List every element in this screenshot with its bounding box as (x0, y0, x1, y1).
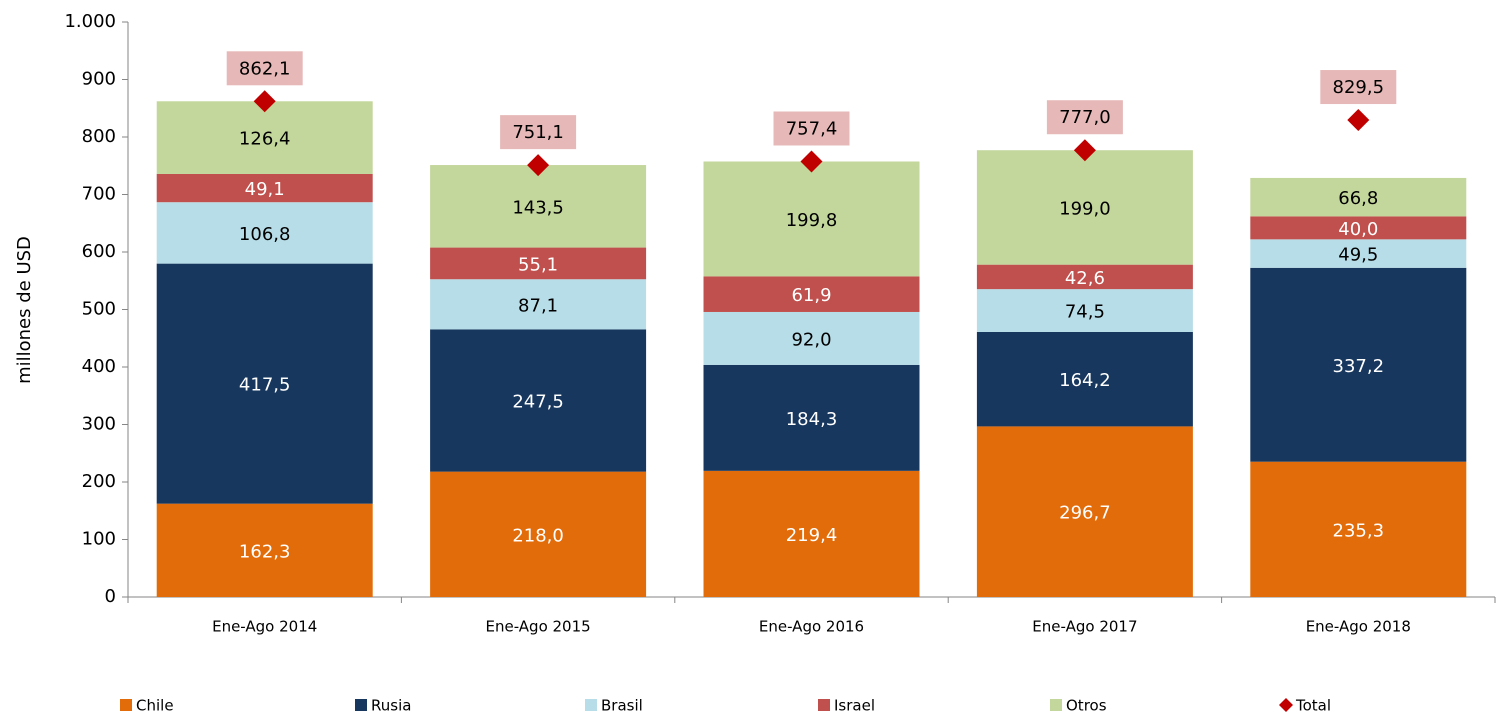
total-label: 829,5 (1333, 77, 1385, 98)
total-marker (253, 90, 276, 113)
bar-segment (703, 311, 920, 365)
bar-segment (156, 202, 373, 264)
bar-segment (703, 161, 920, 277)
bar-segment (156, 173, 373, 203)
legend-swatch (1050, 699, 1062, 711)
data-label: 42,6 (1065, 268, 1105, 289)
total-label-box (226, 51, 303, 86)
legend-label: Brasil (601, 697, 643, 715)
legend-label: Chile (136, 697, 174, 715)
bar-segment (430, 165, 647, 248)
data-label: 219,4 (786, 525, 838, 546)
legend-swatch (818, 699, 830, 711)
bar-segment (156, 101, 373, 174)
y-tick-label: 0 (105, 586, 116, 607)
y-tick-label: 500 (82, 299, 116, 320)
total-label-box (1320, 70, 1397, 105)
bar-segment (976, 331, 1193, 427)
y-tick-label: 400 (82, 356, 116, 377)
data-label: 235,3 (1333, 520, 1385, 541)
bar-segment (430, 329, 647, 472)
legend-marker (1279, 698, 1293, 712)
total-label: 862,1 (239, 58, 291, 79)
total-label: 751,1 (512, 122, 564, 143)
bar-segment (703, 364, 920, 471)
total-label-box (500, 115, 577, 150)
bar-segment (156, 263, 373, 504)
legend-label: Israel (834, 697, 875, 715)
data-label: 55,1 (518, 254, 558, 275)
bar-segment (1250, 216, 1467, 240)
total-marker (800, 150, 823, 173)
bar-segment (703, 470, 920, 597)
bar-segment (976, 264, 1193, 290)
bar-segment (430, 279, 647, 330)
data-label: 40,0 (1338, 219, 1378, 240)
bar-segment (1250, 239, 1467, 268)
data-label: 417,5 (239, 375, 291, 396)
bar-segment (976, 426, 1193, 597)
bar-segment (1250, 267, 1467, 462)
bar-segment (703, 276, 920, 312)
data-label: 296,7 (1059, 503, 1111, 524)
x-tick-label: Ene-Ago 2018 (1306, 618, 1411, 636)
total-label: 777,0 (1059, 107, 1111, 128)
total-label-box (773, 111, 850, 146)
data-label: 218,0 (512, 525, 564, 546)
y-tick-label: 800 (82, 126, 116, 147)
data-label: 126,4 (239, 129, 291, 150)
data-label: 199,8 (786, 210, 838, 231)
y-tick-label: 900 (82, 69, 116, 90)
total-marker (527, 154, 550, 177)
y-tick-label: 100 (82, 529, 116, 550)
legend-swatch (120, 699, 132, 711)
y-tick-label: 600 (82, 241, 116, 262)
data-label: 199,0 (1059, 198, 1111, 219)
data-label: 92,0 (791, 329, 831, 350)
legend-label: Total (1295, 697, 1331, 715)
data-label: 49,1 (245, 179, 285, 200)
y-tick-label: 200 (82, 471, 116, 492)
legend-label: Rusia (371, 697, 411, 715)
legend-swatch (585, 699, 597, 711)
data-label: 66,8 (1338, 188, 1378, 209)
legend-swatch (355, 699, 367, 711)
y-axis-label: millones de USD (14, 236, 35, 384)
data-label: 184,3 (786, 409, 838, 430)
y-tick-label: 300 (82, 414, 116, 435)
bar-segment (156, 503, 373, 597)
data-label: 247,5 (512, 391, 564, 412)
bar-segment (1250, 177, 1467, 217)
total-marker (1073, 139, 1096, 162)
data-label: 164,2 (1059, 370, 1111, 391)
data-label: 143,5 (512, 197, 564, 218)
data-label: 74,5 (1065, 302, 1105, 323)
bar-segment (430, 471, 647, 597)
x-tick-label: Ene-Ago 2017 (1032, 618, 1137, 636)
data-label: 162,3 (239, 541, 291, 562)
x-tick-label: Ene-Ago 2015 (485, 618, 590, 636)
data-label: 106,8 (239, 224, 291, 245)
data-label: 87,1 (518, 295, 558, 316)
legend-label: Otros (1066, 697, 1107, 715)
y-tick-label: 700 (82, 184, 116, 205)
total-label-box (1046, 100, 1123, 135)
y-tick-label: 1.000 (64, 11, 116, 32)
data-label: 49,5 (1338, 245, 1378, 266)
total-marker (1347, 109, 1370, 132)
total-label: 757,4 (786, 118, 838, 139)
bar-segment (1250, 461, 1467, 597)
data-label: 337,2 (1333, 356, 1385, 377)
bar-segment (976, 150, 1193, 265)
bar-segment (976, 289, 1193, 332)
data-label: 61,9 (791, 285, 831, 306)
x-tick-label: Ene-Ago 2014 (212, 618, 317, 636)
x-tick-label: Ene-Ago 2016 (759, 618, 864, 636)
bar-segment (430, 247, 647, 280)
